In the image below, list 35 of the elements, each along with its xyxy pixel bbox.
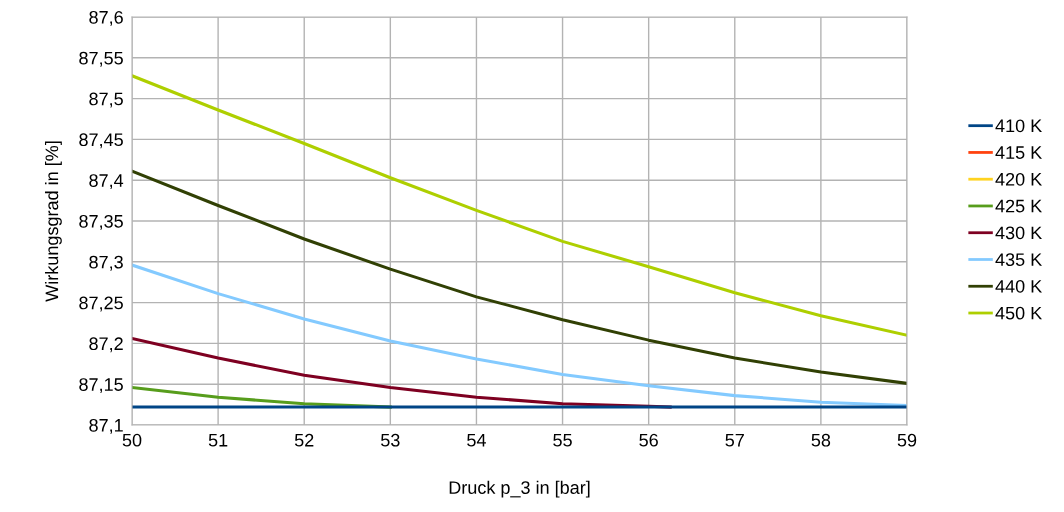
x-tick-label: 59 bbox=[897, 433, 917, 447]
legend-label: 440 K bbox=[995, 279, 1043, 293]
y-tick-label: 87,3 bbox=[89, 255, 123, 271]
line-series bbox=[132, 74, 907, 337]
y-tick-label: 87,25 bbox=[79, 296, 123, 312]
y-tick-label: 87,1 bbox=[89, 418, 123, 434]
y-tick-label: 87,35 bbox=[79, 214, 123, 230]
x-tick-label: 57 bbox=[725, 434, 744, 447]
x-tick-label: 53 bbox=[381, 433, 400, 447]
legend-label: 415 K bbox=[995, 146, 1043, 159]
legend-label: 410 K bbox=[995, 119, 1043, 133]
x-tick-label: 50 bbox=[122, 433, 142, 447]
legend-label: 430 K bbox=[995, 226, 1043, 240]
line-series bbox=[132, 336, 672, 409]
y-tick-label: 87,5 bbox=[89, 92, 123, 108]
x-tick-label: 56 bbox=[639, 433, 658, 447]
y-tick-label: 87,45 bbox=[79, 133, 123, 149]
legend-label: 425 K bbox=[995, 199, 1043, 213]
x-tick-label: 58 bbox=[811, 433, 831, 447]
x-tick-label: 51 bbox=[208, 434, 228, 447]
x-tick-label: 52 bbox=[294, 433, 314, 447]
x-axis-title: Druck p_3 in [bar] bbox=[449, 480, 590, 498]
legend-label: 435 K bbox=[995, 253, 1043, 266]
x-tick-label: 55 bbox=[553, 434, 572, 447]
y-axis-title: Wirkungsgrad in [%] bbox=[44, 141, 62, 302]
y-tick-label: 87,55 bbox=[79, 51, 123, 67]
y-tick-label: 87,4 bbox=[89, 174, 124, 190]
legend-label: 450 K bbox=[995, 306, 1043, 320]
y-tick-label: 87,6 bbox=[89, 10, 123, 26]
x-tick-label: 54 bbox=[467, 434, 486, 447]
line-series bbox=[132, 263, 907, 407]
y-tick-label: 87,15 bbox=[79, 378, 123, 394]
y-tick-label: 87,2 bbox=[89, 337, 123, 353]
legend-label: 420 K bbox=[995, 172, 1043, 186]
line-series bbox=[132, 169, 907, 385]
